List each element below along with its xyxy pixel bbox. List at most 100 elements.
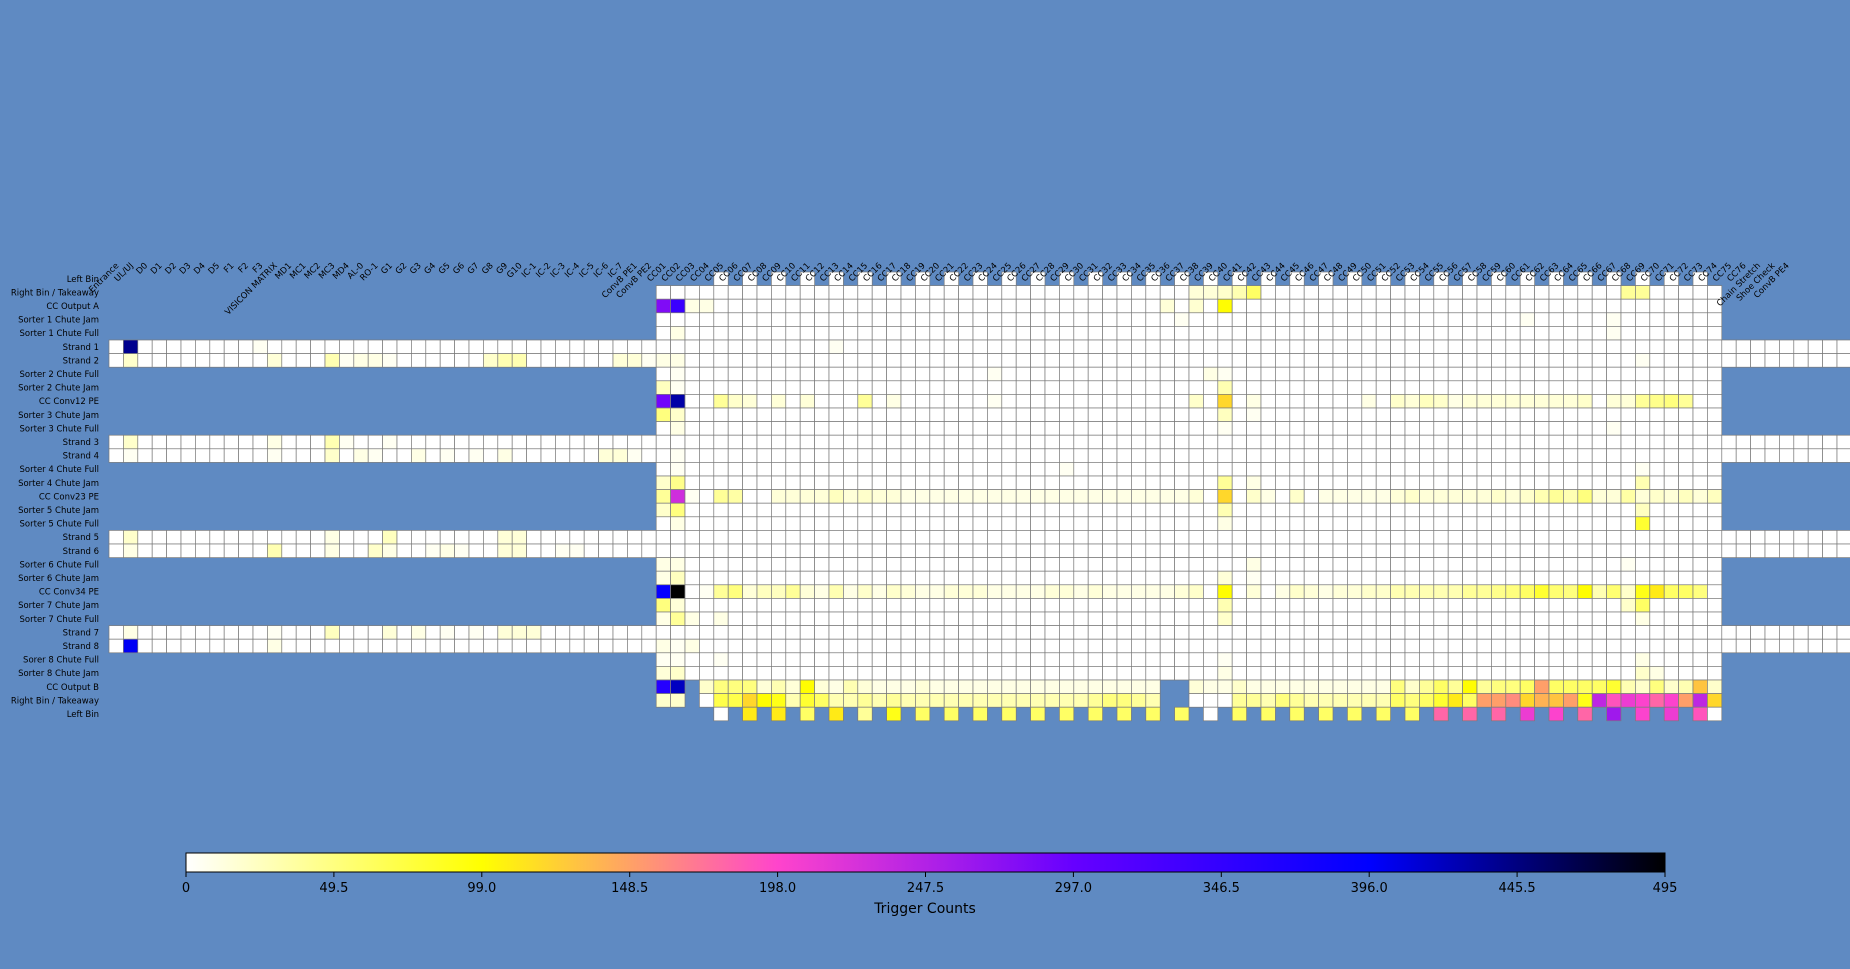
heatmap-cell (1131, 652, 1147, 667)
heatmap-cell (670, 285, 686, 300)
heatmap-cell (1375, 693, 1391, 708)
heatmap-cell (785, 666, 801, 681)
heatmap-cell (915, 502, 931, 518)
heatmap-cell (1707, 611, 1723, 626)
heatmap-cell (1159, 611, 1175, 626)
heatmap-cell (627, 339, 643, 354)
heatmap-cell (281, 434, 297, 450)
heatmap-cell (1030, 530, 1046, 545)
heatmap-cell (1231, 598, 1247, 613)
heatmap-cell (1793, 353, 1809, 368)
heatmap-cell (915, 448, 931, 463)
heatmap-cell (209, 625, 225, 640)
heatmap-cell (1217, 353, 1233, 368)
heatmap-cell (1073, 326, 1089, 341)
colorbar-tick-label: 0 (182, 881, 190, 896)
heatmap-cell (1159, 489, 1175, 504)
heatmap-cell (1073, 570, 1089, 586)
heatmap-cell (1087, 448, 1103, 463)
heatmap-cell (1419, 584, 1435, 599)
heatmap-cell (1404, 394, 1420, 409)
column-label: G5 (437, 261, 453, 277)
heatmap-cell (655, 448, 671, 463)
heatmap-cell (1203, 462, 1219, 477)
heatmap-cell (123, 530, 139, 545)
heatmap-cell (1030, 462, 1046, 477)
heatmap-cell (958, 489, 974, 504)
heatmap-cell (1188, 543, 1204, 558)
heatmap-cell (972, 285, 988, 300)
heatmap-cell (1606, 366, 1622, 382)
heatmap-cell (670, 543, 686, 558)
heatmap-cell (583, 339, 599, 354)
heatmap-cell (987, 489, 1003, 504)
heatmap-cell (1707, 638, 1723, 654)
heatmap-cell (1318, 285, 1334, 300)
column-label: G3 (408, 261, 424, 277)
heatmap-cell (958, 584, 974, 599)
heatmap-cell (1001, 530, 1017, 545)
heatmap-cell (1361, 380, 1377, 395)
heatmap-cell (151, 543, 167, 558)
column-label: G7 (466, 261, 482, 277)
heatmap-cell (1404, 489, 1420, 504)
heatmap-cell (1001, 326, 1017, 341)
heatmap-cell (1087, 285, 1103, 300)
heatmap-cell (1577, 679, 1593, 694)
heatmap-cell (1001, 475, 1017, 490)
heatmap-cell (1447, 693, 1463, 708)
heatmap-cell (1102, 625, 1118, 640)
heatmap-cell (1275, 448, 1291, 463)
heatmap-cell (785, 421, 801, 436)
heatmap-cell (1505, 366, 1521, 382)
heatmap-cell (857, 693, 873, 708)
heatmap-cell (540, 339, 556, 354)
heatmap-cell (1649, 652, 1665, 667)
heatmap-cell (814, 394, 830, 409)
heatmap-cell (1188, 598, 1204, 613)
heatmap-cell (1663, 489, 1679, 504)
heatmap-cell (814, 543, 830, 558)
heatmap-cell (540, 434, 556, 450)
heatmap-cell (1620, 638, 1636, 654)
heatmap-cell (1462, 638, 1478, 654)
heatmap-cell (569, 448, 585, 463)
heatmap-cell (1332, 366, 1348, 382)
heatmap-cell (713, 530, 729, 545)
heatmap-cell (1246, 407, 1262, 422)
heatmap-cell (1260, 285, 1276, 300)
heatmap-cell (1246, 516, 1262, 531)
heatmap-cell (785, 516, 801, 531)
heatmap-cell (958, 693, 974, 708)
heatmap-cell (929, 516, 945, 531)
heatmap-cell (1692, 380, 1708, 395)
heatmap-cell (1217, 598, 1233, 613)
heatmap-cell (886, 693, 902, 708)
heatmap-cell (1001, 611, 1017, 626)
heatmap-cell (1102, 407, 1118, 422)
heatmap-cell (1419, 557, 1435, 572)
heatmap-cell (1577, 557, 1593, 572)
heatmap-cell (900, 298, 916, 314)
heatmap-cell (655, 502, 671, 518)
heatmap-cell (1102, 462, 1118, 477)
heatmap-cell (771, 285, 787, 300)
heatmap-cell (1404, 366, 1420, 382)
heatmap-cell (353, 339, 369, 354)
heatmap-cell (238, 353, 254, 368)
column-label: G1 (379, 261, 395, 277)
heatmap-cell (1030, 652, 1046, 667)
row-label: CC Conv12 PE (39, 397, 99, 407)
heatmap-cell (1001, 706, 1017, 722)
heatmap-cell (1519, 353, 1535, 368)
heatmap-cell (1707, 598, 1723, 613)
heatmap-cell (367, 448, 383, 463)
heatmap-cell (1361, 638, 1377, 654)
heatmap-cell (1030, 366, 1046, 382)
heatmap-cell (742, 285, 758, 300)
heatmap-cell (1491, 530, 1507, 545)
heatmap-cell (1073, 475, 1089, 490)
heatmap-cell (1678, 570, 1694, 586)
heatmap-cell (742, 543, 758, 558)
heatmap-cell (713, 584, 729, 599)
